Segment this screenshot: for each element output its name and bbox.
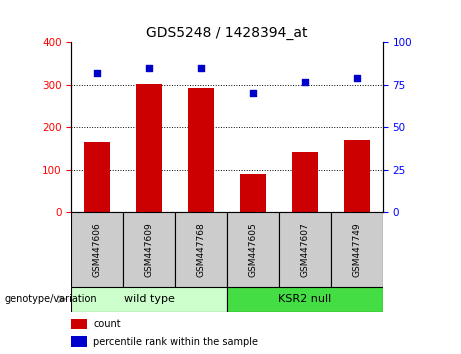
Text: GSM447605: GSM447605 (248, 222, 258, 277)
Text: count: count (93, 319, 121, 329)
Text: KSR2 null: KSR2 null (278, 294, 331, 304)
Bar (71, 319, 87, 329)
Text: GSM447607: GSM447607 (300, 222, 309, 277)
Bar (331, 212, 383, 287)
Bar (292, 152, 318, 212)
Bar (227, 212, 279, 287)
Point (197, 65, 205, 71)
Bar (71, 287, 227, 312)
Title: GDS5248 / 1428394_at: GDS5248 / 1428394_at (146, 26, 308, 40)
Bar (124, 212, 175, 287)
Text: GSM447609: GSM447609 (145, 222, 154, 277)
Bar (240, 174, 266, 212)
Bar (175, 212, 227, 287)
Text: GSM447768: GSM447768 (196, 222, 206, 277)
Text: percentile rank within the sample: percentile rank within the sample (93, 337, 258, 347)
Bar (279, 212, 331, 287)
Bar (188, 88, 214, 212)
Bar (136, 84, 162, 212)
Point (353, 75, 361, 81)
Text: genotype/variation: genotype/variation (5, 294, 97, 304)
Bar (71, 212, 124, 287)
Point (249, 91, 257, 96)
Point (146, 65, 153, 71)
Text: wild type: wild type (124, 294, 175, 304)
Bar (84, 142, 110, 212)
Text: GSM447606: GSM447606 (93, 222, 102, 277)
Point (301, 79, 308, 84)
Bar (227, 287, 383, 312)
Bar (344, 140, 370, 212)
Bar (71, 336, 87, 347)
Text: GSM447749: GSM447749 (352, 222, 361, 277)
Point (94, 70, 101, 76)
